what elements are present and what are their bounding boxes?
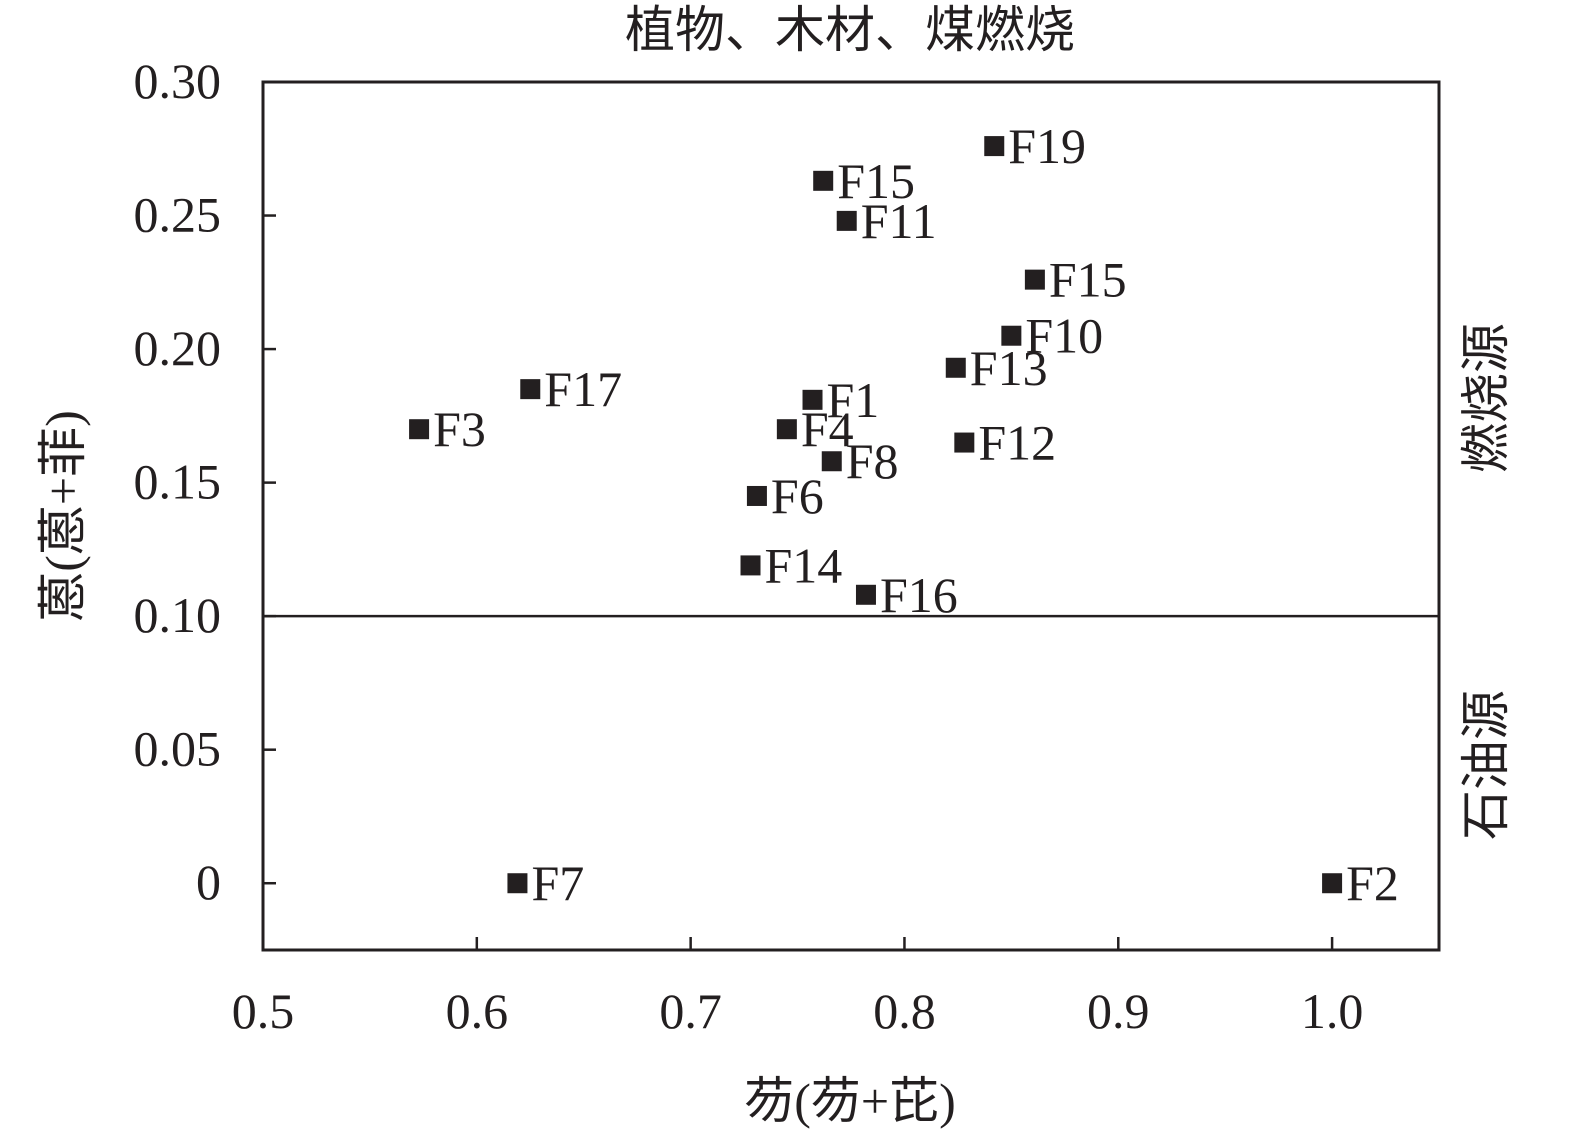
x-axis-title: 芴(芴+芘) (744, 1073, 956, 1129)
data-point-marker (1024, 269, 1045, 290)
y-tick-label: 0 (196, 854, 221, 910)
y-axis-title: 蒽(蒽+菲) (35, 410, 91, 622)
chart-title: 植物、木材、煤燃烧 (625, 2, 1075, 58)
data-point-label: F13 (970, 340, 1048, 396)
y-tick-label: 0.05 (134, 721, 222, 777)
y-tick-label: 0.10 (134, 587, 222, 643)
data-point-label: F15 (1049, 252, 1127, 308)
data-point-label: F19 (1008, 118, 1086, 174)
data-point-marker (740, 555, 761, 576)
data-point-label: F17 (544, 361, 622, 417)
data-point-label: F6 (771, 468, 824, 524)
data-point-label: F7 (531, 855, 584, 911)
data-point-label: F4 (801, 401, 854, 457)
zone-label-petroleum: 石油源 (1458, 690, 1514, 840)
data-point-label: F11 (861, 193, 937, 249)
data-point-label: F1 (827, 372, 880, 428)
x-tick-label: 1.0 (1301, 983, 1364, 1039)
data-point-marker (984, 136, 1005, 157)
x-tick-label: 0.8 (873, 983, 936, 1039)
data-point-label: F8 (846, 433, 899, 489)
data-point-marker (802, 389, 823, 410)
y-axis: 0 0.05 0.10 0.15 0.20 0.25 0.30 (134, 53, 276, 910)
x-tick-label: 0.9 (1087, 983, 1150, 1039)
data-point-marker (409, 419, 430, 440)
data-point-label: F14 (765, 537, 843, 593)
data-point-label: F3 (433, 401, 486, 457)
data-point-label: F2 (1346, 855, 1399, 911)
zone-label-combustion: 燃烧源 (1458, 323, 1514, 473)
data-point-marker (945, 357, 966, 378)
y-tick-label: 0.30 (134, 53, 222, 109)
data-point-marker (520, 379, 541, 400)
x-tick-label: 0.6 (446, 983, 509, 1039)
data-point-marker (1322, 873, 1343, 894)
data-point-marker (821, 451, 842, 472)
y-tick-label: 0.20 (134, 320, 222, 376)
data-point-label: F16 (880, 567, 958, 623)
data-point-label: F12 (978, 415, 1056, 471)
y-tick-label: 0.15 (134, 454, 222, 510)
data-point-marker (746, 485, 767, 506)
data-point-marker (855, 584, 876, 605)
data-point-marker (1001, 325, 1022, 346)
data-point-marker (507, 873, 528, 894)
plot-frame (261, 80, 1441, 952)
data-point-marker (836, 210, 857, 231)
data-point-marker (954, 432, 975, 453)
data-point-label: F10 (1025, 308, 1103, 364)
y-tick-label: 0.25 (134, 187, 222, 243)
x-tick-label: 0.5 (232, 983, 295, 1039)
data-point-marker (776, 419, 797, 440)
x-axis: 0.5 0.6 0.7 0.8 0.9 1.0 (232, 937, 1364, 1039)
x-tick-label: 0.7 (659, 983, 722, 1039)
data-point-marker (813, 170, 834, 191)
data-point-label: F15 (837, 153, 915, 209)
